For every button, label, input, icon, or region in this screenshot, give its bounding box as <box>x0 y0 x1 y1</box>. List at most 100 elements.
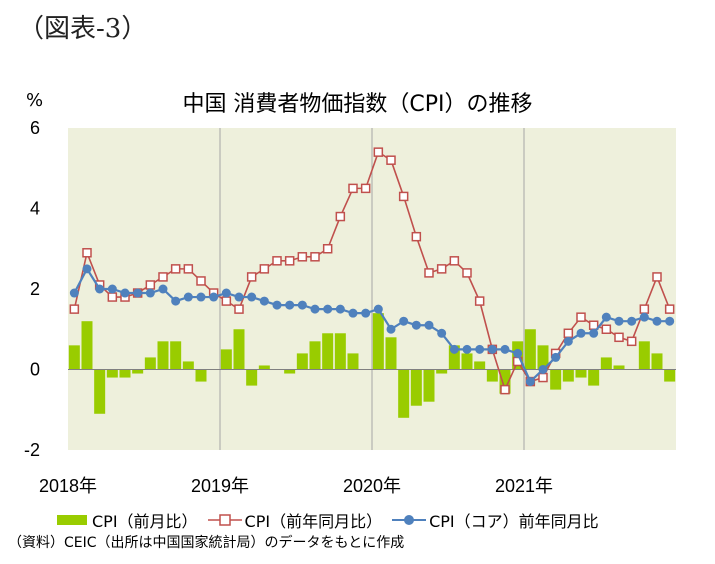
marker-core <box>323 304 333 314</box>
marker-yoy <box>170 264 181 274</box>
legend-item-yoy: CPI（前年同月比） <box>207 508 383 532</box>
marker-core <box>589 328 599 338</box>
legend-item-core: CPI（コア）前年同月比 <box>392 508 599 532</box>
marker-core <box>652 316 662 326</box>
bar-mom <box>106 369 118 378</box>
bar-mom <box>385 337 397 370</box>
legend-bar-swatch <box>57 515 87 525</box>
marker-yoy <box>183 264 194 274</box>
bar-mom <box>258 365 270 370</box>
bar-mom <box>220 349 232 370</box>
marker-yoy <box>284 256 295 266</box>
bar-mom <box>296 353 308 370</box>
marker-yoy <box>145 280 156 290</box>
bar-mom <box>448 345 460 370</box>
legend-label-yoy: CPI（前年同月比） <box>244 512 383 531</box>
marker-core <box>437 328 447 338</box>
marker-yoy <box>272 256 282 266</box>
y-tick-label: 4 <box>30 199 40 219</box>
marker-yoy <box>563 328 574 339</box>
marker-yoy <box>538 372 548 383</box>
bar-mom <box>524 329 536 370</box>
y-tick-label: 6 <box>30 118 40 138</box>
marker-yoy <box>664 304 675 314</box>
bar-mom <box>486 369 498 382</box>
chart-title: 中国 消費者物価指数（CPI）の推移 <box>182 92 533 117</box>
x-tick-label: 2019年 <box>191 476 249 496</box>
marker-core <box>462 344 472 354</box>
legend-item-mom: CPI（前月比） <box>55 508 198 532</box>
bar-mom <box>651 353 663 370</box>
marker-core <box>563 336 573 346</box>
marker-yoy <box>639 304 650 314</box>
marker-core <box>120 288 130 298</box>
legend-square-line-swatch <box>207 514 242 526</box>
marker-yoy <box>221 296 232 306</box>
marker-core <box>449 344 459 354</box>
bar-mom <box>613 365 625 370</box>
marker-yoy <box>158 272 168 282</box>
bar-mom <box>81 321 93 370</box>
bar-mom <box>562 369 574 382</box>
marker-core <box>209 292 219 302</box>
marker-core <box>576 328 586 338</box>
marker-core <box>386 324 396 334</box>
marker-yoy <box>614 332 624 343</box>
marker-yoy <box>196 276 206 286</box>
bar-mom <box>436 369 448 374</box>
bar-mom <box>309 341 321 370</box>
marker-yoy <box>107 292 118 302</box>
y-tick-label: 0 <box>30 360 40 380</box>
marker-core <box>538 365 548 374</box>
x-tick-label: 2018年 <box>39 476 97 496</box>
marker-yoy <box>449 256 460 266</box>
bar-mom <box>94 369 106 414</box>
bar-mom <box>537 345 549 370</box>
bar-mom <box>347 353 359 370</box>
marker-core <box>361 308 371 318</box>
y-tick-label: -2 <box>24 440 40 460</box>
bar-mom <box>588 369 600 386</box>
bar-mom <box>499 369 511 394</box>
marker-core <box>348 308 358 318</box>
marker-core <box>513 348 523 358</box>
bar-mom <box>334 333 346 370</box>
marker-core <box>234 292 244 302</box>
y-tick-label: 2 <box>30 279 40 299</box>
bar-mom <box>182 361 194 370</box>
marker-core <box>601 312 611 322</box>
bar-mom <box>284 369 296 374</box>
marker-yoy <box>626 336 637 347</box>
bar-mom <box>461 353 473 370</box>
marker-yoy <box>360 183 371 194</box>
bar-mom <box>638 341 650 370</box>
bar-mom <box>68 345 80 370</box>
marker-core <box>475 344 485 354</box>
marker-yoy <box>373 147 384 157</box>
marker-yoy <box>500 384 510 395</box>
legend: CPI（前月比） CPI（前年同月比） CPI（コア）前年同月比 <box>55 508 609 532</box>
marker-core <box>69 288 79 298</box>
marker-core <box>424 320 434 330</box>
marker-yoy <box>348 183 358 194</box>
marker-core <box>399 316 409 326</box>
marker-core <box>95 284 105 294</box>
marker-core <box>133 288 143 298</box>
legend-circle-line-swatch <box>392 515 427 525</box>
bar-mom <box>664 369 676 382</box>
marker-yoy <box>259 264 270 274</box>
marker-yoy <box>398 191 409 202</box>
marker-yoy <box>474 296 485 306</box>
marker-core <box>411 320 421 330</box>
marker-core <box>373 304 383 314</box>
marker-yoy <box>234 304 244 314</box>
marker-core <box>107 284 117 294</box>
marker-core <box>614 316 624 326</box>
marker-core <box>171 296 181 306</box>
marker-core <box>158 284 168 294</box>
marker-core <box>665 316 675 326</box>
cpi-chart: 6 4 2 0 -2 2018年 2019年 2020年 2021年 <box>24 118 676 496</box>
bar-mom <box>398 369 410 418</box>
marker-core <box>500 344 510 354</box>
marker-core <box>221 288 231 298</box>
